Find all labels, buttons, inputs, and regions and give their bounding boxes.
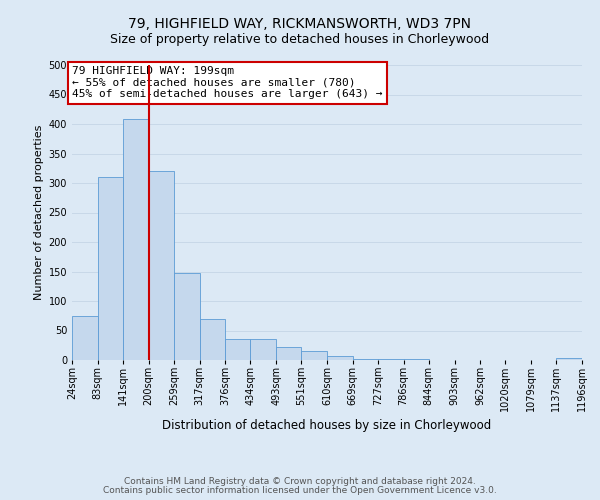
Text: Contains HM Land Registry data © Crown copyright and database right 2024.: Contains HM Land Registry data © Crown c… [124,477,476,486]
Bar [301,351,327,360]
Bar [199,318,225,360]
Bar [327,356,353,360]
Bar [276,347,301,360]
Bar [72,316,98,360]
Bar [556,358,582,360]
Text: Size of property relative to detached houses in Chorleywood: Size of property relative to detached ho… [110,32,490,46]
Text: Contains public sector information licensed under the Open Government Licence v3: Contains public sector information licen… [103,486,497,495]
Bar [225,339,250,360]
Text: 79 HIGHFIELD WAY: 199sqm
← 55% of detached houses are smaller (780)
45% of semi-: 79 HIGHFIELD WAY: 199sqm ← 55% of detach… [72,66,383,100]
Bar [98,177,123,360]
Bar [149,171,174,360]
Y-axis label: Number of detached properties: Number of detached properties [34,125,44,300]
Bar [250,339,276,360]
Bar [123,120,149,360]
Bar [174,272,199,360]
X-axis label: Distribution of detached houses by size in Chorleywood: Distribution of detached houses by size … [163,420,491,432]
Text: 79, HIGHFIELD WAY, RICKMANSWORTH, WD3 7PN: 79, HIGHFIELD WAY, RICKMANSWORTH, WD3 7P… [128,18,472,32]
